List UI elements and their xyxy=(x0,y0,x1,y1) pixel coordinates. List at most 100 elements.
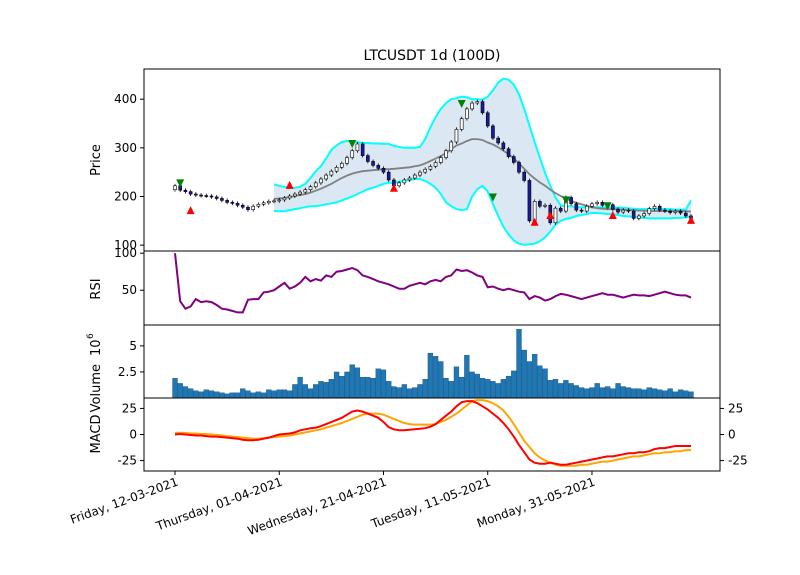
volume-bar xyxy=(688,391,694,399)
volume-bar xyxy=(401,384,407,399)
volume-bar xyxy=(683,390,689,399)
volume-bar xyxy=(427,353,434,399)
buy-marker xyxy=(687,215,695,224)
volume-bar xyxy=(641,389,647,399)
volume-bar xyxy=(333,371,340,399)
bollinger-lower-line xyxy=(274,178,692,246)
buy-marker xyxy=(186,206,195,215)
candle-body xyxy=(214,196,219,199)
candle-body xyxy=(527,180,532,222)
volume-bar xyxy=(542,368,548,399)
volume-bar xyxy=(464,355,470,399)
candle-body xyxy=(678,210,683,214)
price-y-tick-label: 100 xyxy=(114,238,137,252)
volume-bar xyxy=(240,388,246,399)
volume-bar xyxy=(276,389,282,399)
volume-bar xyxy=(422,379,428,399)
volume-bar xyxy=(479,378,486,399)
volume-y-tick-label: 2.5 xyxy=(118,365,137,379)
volume-bar xyxy=(625,387,632,399)
x-tick-label: Monday, 31-05-2021 xyxy=(475,475,597,531)
candle-body xyxy=(204,195,209,197)
candle-body xyxy=(277,199,282,202)
candle-body xyxy=(324,174,328,180)
buy-marker xyxy=(530,217,539,226)
volume-bar xyxy=(547,380,553,399)
volume-bar xyxy=(412,387,418,399)
buy-marker xyxy=(285,180,294,189)
volume-bar xyxy=(657,389,663,399)
sell-marker xyxy=(603,202,612,211)
candle-body xyxy=(642,213,646,217)
candle-body xyxy=(616,208,620,213)
candle-body xyxy=(538,201,542,207)
candle-body xyxy=(282,197,287,201)
candle-body xyxy=(407,177,412,181)
candle-body xyxy=(428,166,433,170)
buy-marker xyxy=(546,210,555,219)
macd-right-y-tick-label: -25 xyxy=(728,454,748,468)
price-y-tick-label: 400 xyxy=(114,92,137,106)
candle-body xyxy=(558,207,563,212)
volume-bar xyxy=(417,384,423,399)
candle-body xyxy=(272,200,276,203)
candle-body xyxy=(261,202,266,205)
volume-bar xyxy=(500,379,506,399)
candle-body xyxy=(454,129,459,143)
volume-bar xyxy=(302,384,308,399)
volume-bar xyxy=(266,389,272,399)
volume-bar xyxy=(396,387,402,399)
volume-bar xyxy=(245,390,251,399)
volume-bar xyxy=(208,390,215,399)
macd-frame xyxy=(143,397,721,472)
volume-bar xyxy=(344,371,350,399)
candle-body xyxy=(313,182,318,188)
volume-bar xyxy=(438,361,444,399)
candle-body xyxy=(298,191,302,195)
buy-marker xyxy=(389,183,398,192)
candle-body xyxy=(230,202,235,204)
candle-body xyxy=(444,150,448,158)
rsi-frame xyxy=(143,250,721,326)
volume-bar xyxy=(188,388,194,399)
candle-body xyxy=(522,171,527,181)
candle-body xyxy=(485,112,490,127)
candle-body xyxy=(350,150,355,158)
candle-body xyxy=(188,191,193,195)
volume-bar xyxy=(563,380,569,399)
candle-body xyxy=(631,210,636,219)
price-axis-label: Price xyxy=(89,144,104,176)
rsi-y-tick-label: 50 xyxy=(122,283,137,297)
volume-bar xyxy=(474,373,480,399)
volume-bar xyxy=(250,392,256,399)
volume-bar xyxy=(599,387,606,399)
candle-body xyxy=(465,108,469,119)
volume-bar xyxy=(287,390,293,399)
volume-bar xyxy=(328,379,334,399)
volume-bar xyxy=(339,375,345,399)
macd-right-y-tick-label: 0 xyxy=(728,428,736,442)
candle-body xyxy=(553,207,558,224)
candle-body xyxy=(611,204,615,210)
volume-bar xyxy=(255,391,262,399)
candle-body xyxy=(673,210,678,213)
price-y-tick-label: 300 xyxy=(114,141,137,155)
candle-body xyxy=(293,193,297,197)
volume-bar xyxy=(172,378,178,399)
candle-body xyxy=(386,171,391,181)
volume-bar xyxy=(297,376,303,399)
candle-body xyxy=(360,143,365,156)
volume-bar xyxy=(537,365,543,399)
candle-body xyxy=(475,101,480,104)
volume-bar xyxy=(182,386,189,399)
sma-line xyxy=(273,138,692,213)
volume-bar xyxy=(224,393,230,399)
volume-bar xyxy=(448,381,454,399)
volume-bar xyxy=(610,388,616,399)
volume-bar xyxy=(307,388,314,399)
volume-bar xyxy=(313,384,319,399)
chart-title: LTCUSDT 1d (100D) xyxy=(364,48,501,64)
candle-body xyxy=(251,205,255,210)
candle-body xyxy=(501,142,506,150)
volume-bar xyxy=(292,384,298,399)
